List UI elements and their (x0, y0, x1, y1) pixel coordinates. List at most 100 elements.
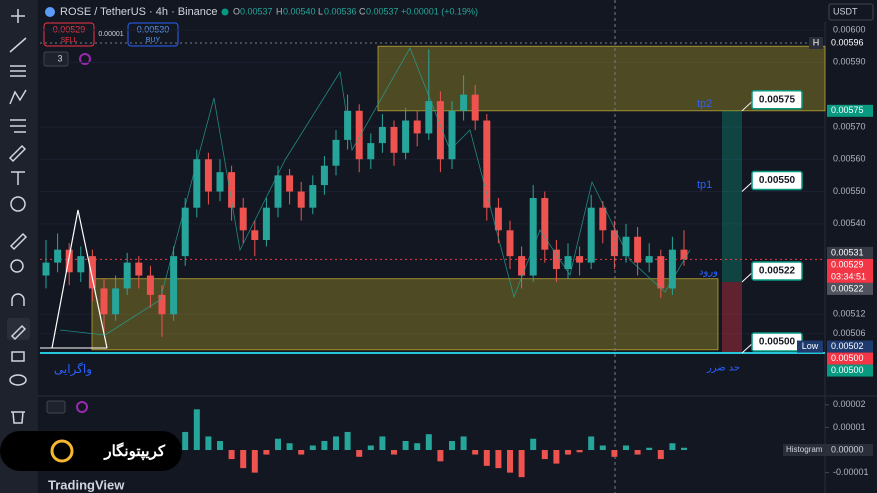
h-value: 0.00540 (283, 6, 316, 16)
target-label: 0.00550 (759, 175, 796, 186)
lock-icon[interactable] (11, 351, 25, 362)
price-badge-tag: Low (802, 341, 819, 351)
candle-body (112, 288, 120, 315)
sell-price[interactable]: 0.00529 (53, 24, 86, 34)
o-label: O (233, 6, 240, 16)
fib-icon[interactable] (10, 65, 26, 77)
y-tick-label: 0.00506 (833, 328, 866, 338)
change: +0.00001 (+0.19%) (401, 6, 478, 16)
candle-body (286, 175, 294, 192)
y-tick-label: 0.00512 (833, 309, 866, 319)
histogram-bar (309, 445, 316, 451)
price-badge-tag-box (809, 36, 823, 49)
brush-icon[interactable] (8, 144, 27, 163)
histogram-bar (344, 431, 351, 451)
toolbar-icons[interactable] (7, 9, 30, 424)
histogram-bar (333, 436, 339, 451)
candle-body (576, 256, 584, 263)
eye-icon[interactable] (9, 374, 27, 386)
currency-button[interactable] (828, 3, 874, 21)
candle-body (170, 256, 178, 315)
histogram-bar (298, 450, 305, 455)
candle-body (42, 262, 50, 276)
price-badge (827, 340, 873, 353)
logo-icon (50, 439, 74, 463)
histogram-bar (611, 450, 618, 457)
stop-label: حد ضرر (706, 363, 740, 374)
candle-body (204, 159, 212, 192)
buy-label[interactable]: BUY (146, 37, 161, 44)
sell-label[interactable]: SELL (60, 37, 77, 44)
candle-body (135, 262, 143, 276)
indicator-toggle[interactable] (43, 51, 69, 67)
left-toolbar (0, 0, 38, 493)
price-badge-timer: 03:34:51 (831, 271, 866, 281)
trendline-icon[interactable] (9, 37, 27, 53)
text-icon[interactable] (11, 171, 25, 185)
emoji-icon[interactable] (10, 196, 26, 212)
candle-body (355, 110, 363, 160)
histogram-bar (391, 450, 397, 455)
position-profit (722, 110, 742, 282)
candle-body (645, 256, 653, 263)
pane-toggle[interactable] (46, 400, 66, 414)
symbol: ROSE / TetherUS · 4h · Binance (60, 6, 218, 18)
histogram-bar (634, 450, 641, 455)
candle-body (367, 143, 375, 160)
price-badge-label: 0.00522 (831, 283, 864, 293)
crosshair-icon[interactable] (11, 9, 25, 23)
candle-body (448, 110, 456, 160)
candle-body (228, 172, 236, 208)
price-badge-label: 0.00575 (831, 105, 864, 115)
target-label: 0.00522 (759, 266, 796, 277)
price-badge (827, 246, 873, 259)
histogram-bar (367, 445, 374, 451)
currency[interactable]: USDT (833, 6, 858, 16)
ruler-icon[interactable] (9, 232, 28, 251)
price-badge-label: 0.00502 (831, 341, 864, 351)
histogram-bar (541, 450, 548, 460)
draw-icon[interactable] (10, 324, 27, 341)
histogram-bar (356, 450, 363, 457)
y-tick-label: 0.00570 (833, 121, 866, 131)
histogram-bar (425, 434, 432, 451)
candle-body (158, 294, 166, 315)
candle-body (529, 198, 537, 276)
candle-body (332, 139, 340, 166)
tp1-label: tp1 (697, 179, 712, 191)
trash-icon[interactable] (11, 411, 25, 424)
y-tick-label: 0.00002 (833, 399, 866, 409)
zoom-icon[interactable] (10, 259, 24, 273)
buy-price[interactable]: 0.00530 (137, 24, 170, 34)
price-badge (827, 352, 873, 365)
histogram-bar (518, 450, 525, 478)
histogram-bar (530, 438, 537, 451)
indicator-count[interactable]: 3 (57, 53, 62, 63)
histogram-bar (437, 450, 444, 462)
pane-indicator-icon[interactable] (76, 401, 88, 413)
candle-body (77, 256, 85, 273)
l-value: 0.00536 (324, 6, 357, 16)
target-box (751, 90, 803, 110)
price-badge-label: 0.00531 (831, 247, 864, 257)
histogram-bar (576, 450, 583, 453)
target-label: 0.00575 (759, 94, 796, 105)
zone (377, 45, 826, 112)
candle-body (460, 94, 468, 111)
histogram-bar (414, 443, 421, 451)
price-badge-label: 0.00500 (831, 365, 864, 375)
histogram-name: Histogram (786, 445, 823, 454)
target-box (751, 261, 803, 281)
sell-button[interactable] (43, 22, 95, 47)
histogram-bar (599, 445, 606, 451)
forecast-icon[interactable] (10, 119, 26, 133)
pattern-icon[interactable] (9, 89, 27, 105)
indicator-icon[interactable] (79, 53, 91, 65)
magnet-icon[interactable] (11, 293, 25, 306)
histogram-bar (681, 447, 687, 451)
buy-button[interactable] (127, 22, 179, 47)
candle-body (483, 120, 491, 208)
